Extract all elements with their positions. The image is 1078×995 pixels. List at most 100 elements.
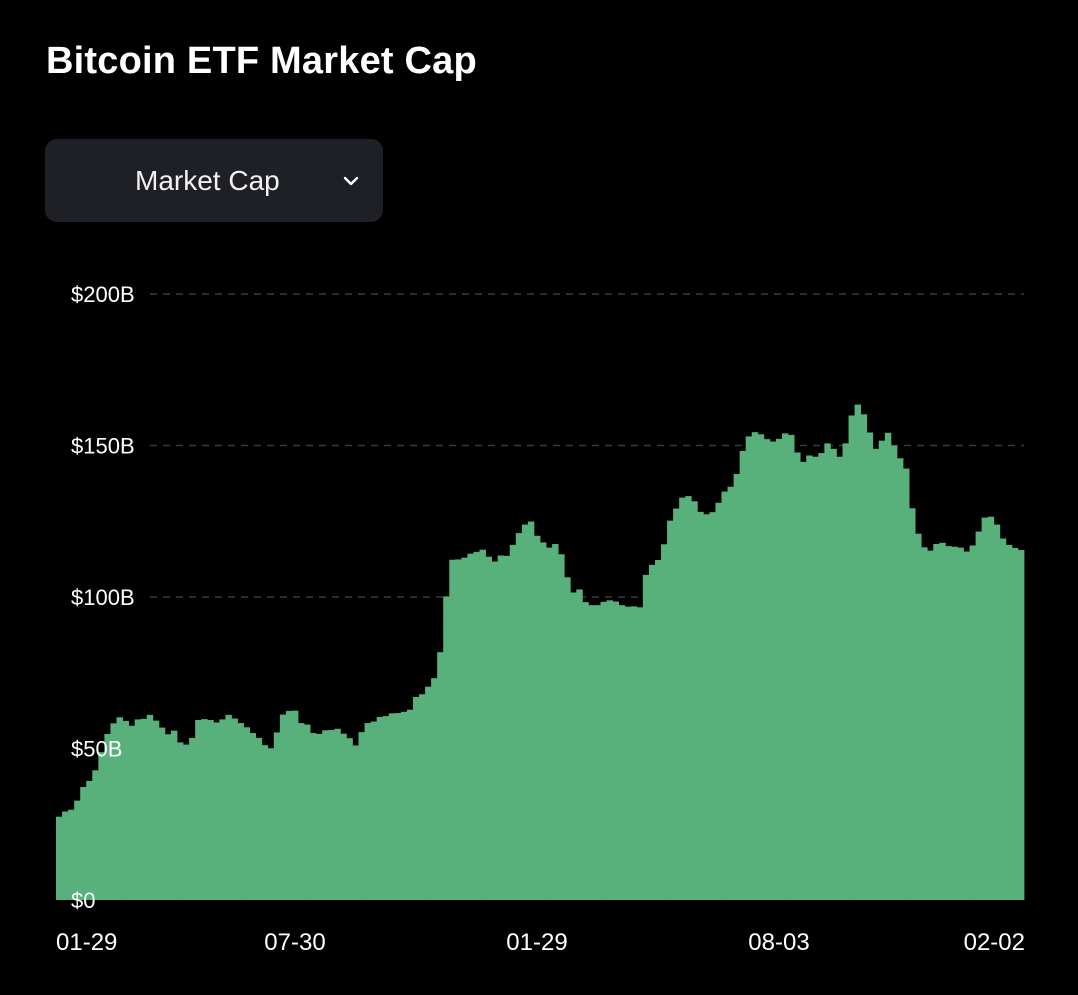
data-bar[interactable] — [721, 491, 728, 900]
data-bar[interactable] — [872, 448, 880, 900]
data-bar[interactable] — [818, 453, 825, 900]
data-bar[interactable] — [848, 415, 855, 901]
data-bar[interactable] — [667, 520, 674, 900]
data-bar[interactable] — [673, 508, 680, 900]
data-bar[interactable] — [322, 730, 329, 900]
data-bar[interactable] — [74, 800, 81, 900]
data-bar[interactable] — [915, 533, 922, 900]
data-bar[interactable] — [183, 744, 190, 900]
data-bar[interactable] — [134, 719, 142, 900]
data-bar[interactable] — [207, 720, 214, 900]
data-bar[interactable] — [358, 732, 365, 900]
data-bar[interactable] — [769, 441, 777, 900]
data-bar[interactable] — [431, 678, 438, 900]
data-bar[interactable] — [382, 716, 390, 900]
data-bar[interactable] — [824, 443, 831, 900]
data-bar[interactable] — [527, 521, 535, 900]
data-bar[interactable] — [775, 438, 783, 900]
data-bar[interactable] — [425, 686, 432, 900]
data-bar[interactable] — [594, 605, 601, 900]
data-bar[interactable] — [98, 752, 105, 900]
data-bar[interactable] — [419, 694, 426, 900]
data-bar[interactable] — [231, 718, 238, 901]
data-bar[interactable] — [467, 553, 474, 900]
data-bar[interactable] — [1011, 547, 1019, 900]
data-bar[interactable] — [116, 717, 123, 900]
data-bar[interactable] — [715, 502, 722, 900]
data-bar[interactable] — [951, 546, 958, 900]
data-bar[interactable] — [558, 554, 565, 900]
data-bar[interactable] — [691, 501, 698, 900]
data-bar[interactable] — [903, 468, 910, 900]
data-bar[interactable] — [461, 557, 468, 900]
data-bar[interactable] — [56, 816, 63, 900]
data-bar[interactable] — [1017, 550, 1025, 900]
data-bar[interactable] — [400, 711, 408, 900]
data-bar[interactable] — [213, 722, 220, 900]
data-bar[interactable] — [733, 473, 741, 900]
data-bar[interactable] — [963, 551, 970, 900]
data-bar[interactable] — [255, 737, 263, 900]
data-bar[interactable] — [285, 710, 293, 900]
data-bar[interactable] — [491, 561, 499, 900]
data-bar[interactable] — [782, 433, 789, 900]
data-bar[interactable] — [909, 508, 916, 900]
data-bar[interactable] — [636, 607, 644, 900]
data-bar[interactable] — [866, 432, 874, 900]
data-bar[interactable] — [122, 720, 129, 900]
data-bar[interactable] — [170, 730, 178, 900]
data-bar[interactable] — [68, 809, 75, 900]
data-bar[interactable] — [177, 742, 184, 900]
data-bar[interactable] — [624, 606, 632, 900]
data-bar[interactable] — [146, 714, 154, 900]
data-bar[interactable] — [739, 450, 747, 900]
data-bar[interactable] — [267, 748, 275, 901]
data-bar[interactable] — [679, 497, 686, 900]
data-bar[interactable] — [564, 577, 571, 900]
data-bar[interactable] — [394, 713, 402, 900]
data-bar[interactable] — [606, 600, 613, 900]
data-bar[interactable] — [92, 770, 99, 900]
data-bar[interactable] — [896, 458, 904, 900]
data-bar[interactable] — [836, 456, 843, 900]
data-bar[interactable] — [987, 516, 995, 900]
data-bar[interactable] — [412, 696, 420, 900]
data-bar[interactable] — [201, 719, 208, 900]
data-bar[interactable] — [80, 786, 87, 900]
data-bar[interactable] — [999, 538, 1007, 900]
data-bar[interactable] — [921, 547, 928, 900]
data-bar[interactable] — [298, 723, 305, 900]
data-bar[interactable] — [86, 780, 93, 900]
data-bar[interactable] — [582, 602, 589, 900]
data-bar[interactable] — [316, 733, 323, 900]
data-bar[interactable] — [981, 517, 989, 900]
data-bar[interactable] — [503, 555, 511, 900]
data-bar[interactable] — [927, 550, 934, 900]
data-bar[interactable] — [540, 542, 547, 900]
data-bar[interactable] — [860, 414, 868, 900]
data-bar[interactable] — [933, 543, 940, 900]
data-bar[interactable] — [304, 724, 311, 900]
data-bar[interactable] — [648, 564, 656, 900]
data-bar[interactable] — [812, 456, 819, 900]
data-bar[interactable] — [237, 723, 244, 900]
data-bar[interactable] — [225, 714, 232, 900]
data-bar[interactable] — [195, 720, 202, 900]
data-bar[interactable] — [945, 546, 952, 900]
data-bar[interactable] — [993, 524, 1001, 900]
data-bar[interactable] — [334, 728, 341, 900]
data-bar[interactable] — [697, 511, 704, 900]
data-bar[interactable] — [310, 733, 317, 900]
data-bar[interactable] — [745, 436, 753, 900]
data-bar[interactable] — [261, 745, 269, 900]
data-bar[interactable] — [570, 592, 577, 900]
data-bar[interactable] — [830, 448, 837, 900]
data-bar[interactable] — [473, 551, 480, 900]
data-bar[interactable] — [291, 710, 299, 901]
data-bar[interactable] — [800, 461, 807, 900]
data-bar[interactable] — [479, 549, 486, 900]
data-bar[interactable] — [243, 727, 250, 900]
data-bar[interactable] — [957, 547, 964, 900]
data-bar[interactable] — [788, 434, 795, 900]
data-bar[interactable] — [842, 443, 849, 900]
